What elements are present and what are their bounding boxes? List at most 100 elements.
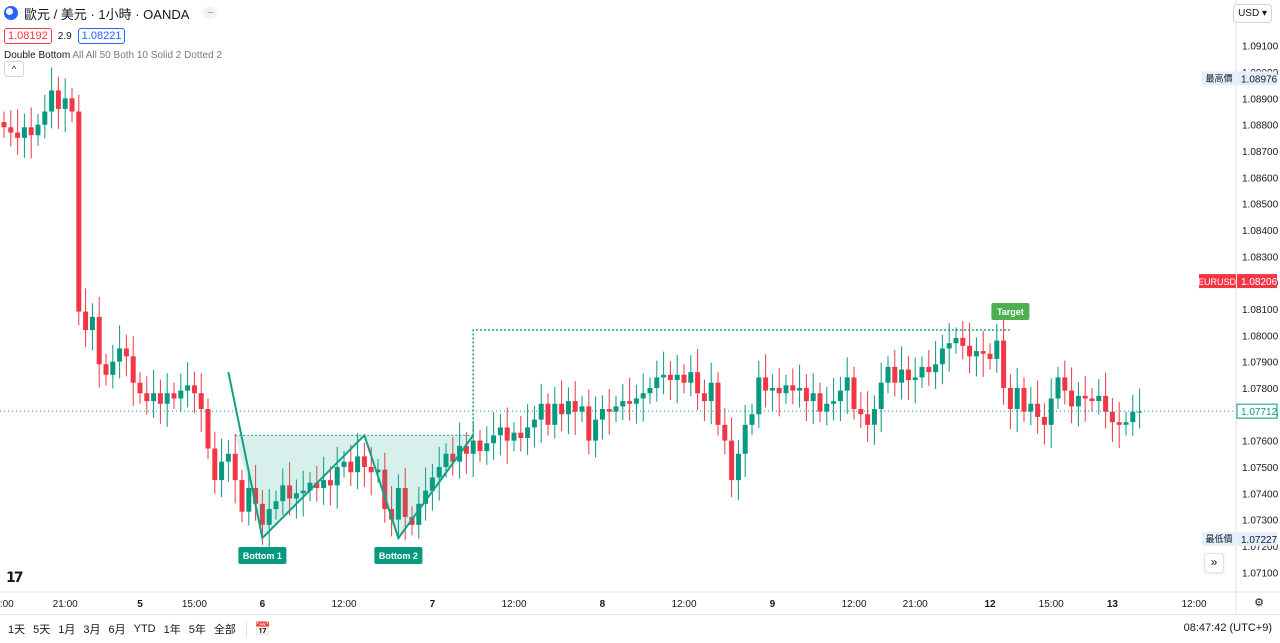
candle-body bbox=[531, 419, 537, 428]
symbol-title[interactable]: 歐元 / 美元 · 1小時 · OANDA bbox=[24, 6, 190, 22]
candle-body bbox=[8, 127, 14, 133]
range-6m[interactable]: 6月 bbox=[108, 624, 126, 636]
candle-body bbox=[246, 488, 252, 512]
currency-selector[interactable]: USD ▾ bbox=[1233, 4, 1272, 23]
high-value-box bbox=[1237, 71, 1277, 86]
candle-body bbox=[552, 403, 558, 425]
candle-body bbox=[654, 377, 660, 388]
indicator-legend[interactable]: Double Bottom All All 50 Both 10 Solid 2… bbox=[4, 50, 222, 61]
candle-body bbox=[763, 377, 769, 391]
last-value: 1.07712 bbox=[1241, 407, 1278, 418]
high-value: 1.08976 bbox=[1241, 74, 1278, 85]
indicator-params: All All 50 Both 10 Solid 2 Dotted 2 bbox=[72, 50, 222, 61]
candle-body bbox=[1103, 395, 1109, 412]
candle-body bbox=[899, 369, 905, 383]
legend-more-icon[interactable]: – bbox=[203, 7, 218, 19]
candle-body bbox=[300, 490, 306, 494]
candle-body bbox=[1035, 403, 1041, 417]
candle-body bbox=[627, 401, 633, 404]
candle-body bbox=[368, 466, 374, 473]
candle-body bbox=[416, 503, 422, 525]
settings-icon[interactable]: ⚙ bbox=[1254, 597, 1264, 609]
candle-body bbox=[266, 509, 272, 525]
candle-body bbox=[130, 356, 136, 383]
x-tick-label: 13 bbox=[1107, 599, 1119, 610]
x-tick-label: 5 bbox=[137, 599, 143, 610]
y-tick-label: 1.07400 bbox=[1242, 489, 1279, 500]
candle-body bbox=[443, 453, 449, 467]
candle-body bbox=[559, 403, 565, 415]
candle-body bbox=[545, 403, 551, 425]
candle-body bbox=[953, 337, 959, 344]
y-tick-label: 1.08900 bbox=[1242, 94, 1279, 105]
clock[interactable]: 08:47:42 (UTC+9) bbox=[1183, 622, 1272, 634]
chart-legend: 歐元 / 美元 · 1小時 · OANDA – 1.08192 2.9 1.08… bbox=[4, 4, 222, 61]
candle-body bbox=[715, 382, 721, 425]
candle-body bbox=[729, 440, 735, 481]
y-tick-label: 1.08500 bbox=[1242, 200, 1279, 211]
candle-body bbox=[593, 419, 599, 441]
sell-price[interactable]: 1.08192 bbox=[4, 28, 52, 44]
candle-body bbox=[103, 364, 109, 375]
collapse-legend-icon[interactable]: ^ bbox=[4, 61, 24, 77]
candle-body bbox=[144, 393, 150, 402]
range-3m[interactable]: 3月 bbox=[83, 624, 101, 636]
x-tick-label: 9 bbox=[770, 599, 776, 610]
candle-body bbox=[803, 387, 809, 402]
candle-body bbox=[980, 351, 986, 354]
candle-body bbox=[504, 427, 510, 441]
bottom-label-box bbox=[238, 547, 287, 564]
candle-body bbox=[395, 488, 401, 520]
candle-body bbox=[994, 340, 1000, 359]
x-tick-label: 6 bbox=[260, 599, 266, 610]
candle-body bbox=[851, 377, 857, 410]
x-tick-label: 15:00 bbox=[1039, 599, 1064, 610]
candle-body bbox=[321, 480, 327, 489]
low-label: 最低價 bbox=[1205, 533, 1232, 544]
y-tick-label: 1.08600 bbox=[1242, 173, 1279, 184]
range-1y[interactable]: 1年 bbox=[163, 624, 181, 636]
candle-body bbox=[695, 372, 701, 394]
calendar-icon[interactable]: 📅 bbox=[254, 621, 272, 636]
range-ytd[interactable]: YTD bbox=[133, 623, 156, 635]
candle-body bbox=[599, 409, 605, 420]
scroll-to-realtime-icon[interactable]: » bbox=[1204, 553, 1224, 573]
candle-body bbox=[96, 316, 102, 365]
range-5d[interactable]: 5天 bbox=[33, 624, 51, 636]
candle-body bbox=[205, 409, 211, 449]
tradingview-logo[interactable]: 17 bbox=[6, 570, 24, 586]
y-tick-label: 1.07200 bbox=[1242, 542, 1279, 553]
candle-body bbox=[42, 111, 48, 125]
candle-body bbox=[232, 453, 238, 481]
candle-body bbox=[511, 432, 517, 441]
price-chart[interactable]: 1.07100 1.07200 1.07300 1.07400 1.07500 1.076… bbox=[0, 0, 1280, 614]
candle-body bbox=[137, 382, 143, 394]
candle-body bbox=[885, 366, 891, 383]
candle-body bbox=[164, 393, 170, 404]
buy-price[interactable]: 1.08221 bbox=[77, 28, 126, 44]
x-tick-label: 12:00 bbox=[501, 599, 526, 610]
candle-body bbox=[273, 501, 279, 510]
candle-body bbox=[110, 361, 116, 375]
candle-body bbox=[1089, 398, 1095, 402]
range-1m[interactable]: 1月 bbox=[58, 624, 76, 636]
candle-body bbox=[123, 348, 129, 357]
candle-body bbox=[83, 311, 89, 331]
candle-body bbox=[790, 385, 796, 391]
candle-body bbox=[967, 345, 973, 357]
candle-body bbox=[1014, 387, 1020, 410]
candle-body bbox=[280, 485, 286, 502]
candle-body bbox=[565, 401, 571, 415]
range-all[interactable]: 全部 bbox=[213, 624, 236, 636]
candle-body bbox=[776, 387, 782, 394]
range-1d[interactable]: 1天 bbox=[8, 624, 26, 636]
y-tick-label: 1.08700 bbox=[1242, 147, 1279, 158]
x-tick-label: 15:00 bbox=[182, 599, 207, 610]
candle-body bbox=[1116, 422, 1122, 425]
last-value-box bbox=[1236, 403, 1278, 419]
y-tick-label: 1.07900 bbox=[1242, 358, 1279, 369]
range-5y[interactable]: 5年 bbox=[188, 624, 206, 636]
toolbar-divider bbox=[245, 621, 247, 637]
candle-body bbox=[620, 401, 626, 407]
candle-body bbox=[586, 406, 592, 441]
